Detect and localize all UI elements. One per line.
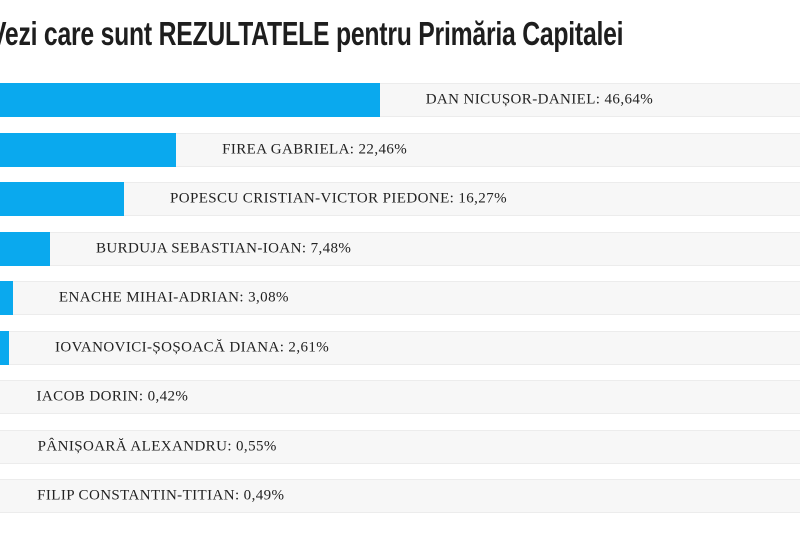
page-title: Vezi care sunt REZULTATELE pentru Primăr… [0,15,624,52]
result-row: ENACHE MIHAI-ADRIAN: 3,08% [0,281,800,315]
result-label: POPESCU CRISTIAN-VICTOR PIEDONE: 16,27% [169,190,507,207]
result-label: BURDUJA SEBASTIAN-IOAN: 7,48% [95,240,352,256]
result-row: FILIP CONSTANTIN-TITIAN: 0,49% [0,479,800,513]
result-row: POPESCU CRISTIAN-VICTOR PIEDONE: 16,27% [0,182,800,216]
result-row: DAN NICUȘOR-DANIEL: 46,64% [0,83,800,117]
result-row: PÂNIȘOARĂ ALEXANDRU: 0,55% [0,429,800,464]
result-bar [0,182,124,216]
result-row: IOVANOVICI-ȘOȘOACĂ DIANA: 2,61% [0,330,800,365]
result-row: IACOB DORIN: 0,42% [0,380,800,414]
result-bar [0,132,177,167]
result-label: FILIP CONSTANTIN-TITIAN: 0,49% [37,487,285,504]
result-bar [0,231,50,266]
result-bar [0,281,13,315]
result-label: ENACHE MIHAI-ADRIAN: 3,08% [58,289,289,306]
result-row: FIREA GABRIELA: 22,46% [0,132,800,167]
result-bar [0,83,380,117]
result-label: FIREA GABRIELA: 22,46% [222,141,408,157]
result-row: BURDUJA SEBASTIAN-IOAN: 7,48% [0,231,800,266]
result-label: PÂNIȘOARĂ ALEXANDRU: 0,55% [37,438,277,454]
result-bar [0,330,9,365]
result-label: DAN NICUȘOR-DANIEL: 46,64% [425,91,654,108]
result-label: IACOB DORIN: 0,42% [36,388,189,405]
result-label: IOVANOVICI-ȘOȘOACĂ DIANA: 2,61% [54,339,330,355]
results-bar-chart: DAN NICUȘOR-DANIEL: 46,64% FIREA GABRIEL… [0,83,800,529]
